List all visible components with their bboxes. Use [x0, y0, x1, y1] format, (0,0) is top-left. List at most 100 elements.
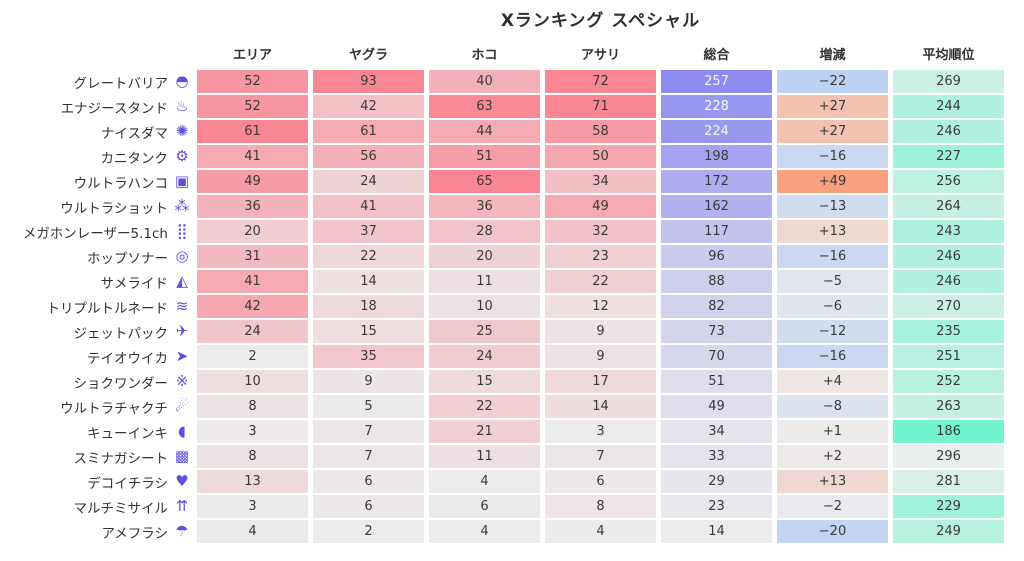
heat-cell: 93 — [313, 70, 424, 93]
heat-cell: −16 — [777, 145, 888, 168]
heat-cell: 15 — [429, 370, 540, 393]
weapon-name: ショクワンダー — [73, 375, 169, 392]
tenta-missiles-icon: ⇈ — [175, 497, 189, 515]
heat-cell: 61 — [197, 120, 308, 143]
heat-cell: 33 — [661, 445, 772, 468]
heat-cell: 72 — [545, 70, 656, 93]
heat-cell: +4 — [777, 370, 888, 393]
heat-cell: 10 — [197, 370, 308, 393]
heat-cell: 117 — [661, 220, 772, 243]
heat-cell: 24 — [197, 320, 308, 343]
heat-cell: −8 — [777, 395, 888, 418]
heat-cell: 296 — [893, 445, 1004, 468]
heat-cell: 246 — [893, 270, 1004, 293]
row-label: グレートバリア ◓ — [0, 70, 192, 93]
heat-cell: 243 — [893, 220, 1004, 243]
heat-cell: −16 — [777, 245, 888, 268]
weapon-name: デコイチラシ — [87, 475, 168, 492]
row-label: ナイスダマ ✺ — [0, 120, 192, 143]
heat-cell: +1 — [777, 420, 888, 443]
trizooka-icon: ⁂ — [174, 197, 190, 215]
heat-cell: 41 — [197, 145, 308, 168]
column-header-1: エリア — [232, 48, 272, 63]
heat-cell: 8 — [197, 445, 308, 468]
heat-cell: 22 — [545, 270, 656, 293]
heat-cell: 9 — [313, 370, 424, 393]
row-label: ジェットパック ✈ — [0, 320, 192, 343]
heat-cell: 3 — [197, 420, 308, 443]
heat-cell: 52 — [197, 70, 308, 93]
heat-cell: −2 — [777, 495, 888, 518]
weapon-name: キューインキ — [87, 425, 168, 442]
row-label: アメフラシ ☂ — [0, 520, 192, 543]
heat-cell: 49 — [545, 195, 656, 218]
heat-cell: 5 — [313, 395, 424, 418]
weapon-name: ウルトラショット — [60, 200, 168, 217]
heat-cell: 3 — [545, 420, 656, 443]
row-label: テイオウイカ ➤ — [0, 345, 192, 368]
heat-cell: 4 — [545, 520, 656, 543]
heat-cell: 229 — [893, 495, 1004, 518]
heat-cell: 13 — [197, 470, 308, 493]
heat-cell: 14 — [661, 520, 772, 543]
row-label: ホップソナー ◎ — [0, 245, 192, 268]
heat-cell: 44 — [429, 120, 540, 143]
heat-cell: 36 — [197, 195, 308, 218]
heat-cell: 49 — [661, 395, 772, 418]
heat-cell: 52 — [197, 95, 308, 118]
heat-cell: 41 — [313, 195, 424, 218]
row-label: マルチミサイル ⇈ — [0, 495, 192, 518]
weapon-name: スミナガシート — [73, 450, 169, 467]
row-label: エナジースタンド ♨ — [0, 95, 192, 118]
heat-cell: 246 — [893, 245, 1004, 268]
heat-cell: 256 — [893, 170, 1004, 193]
corner-spacer — [0, 44, 192, 68]
heat-cell: 36 — [429, 195, 540, 218]
heat-cell: −6 — [777, 295, 888, 318]
weapon-name: サメライド — [100, 275, 169, 292]
heat-cell: 24 — [429, 345, 540, 368]
triple-inkstrike-icon: ≋ — [175, 297, 189, 315]
column-header-5: 総合 — [703, 48, 730, 63]
heat-cell: 88 — [661, 270, 772, 293]
weapon-name: ホップソナー — [87, 250, 168, 267]
heat-cell: −22 — [777, 70, 888, 93]
ink-vac-icon: ◖ — [178, 422, 186, 440]
heat-cell: 264 — [893, 195, 1004, 218]
heat-cell: 263 — [893, 395, 1004, 418]
heat-cell: 22 — [313, 245, 424, 268]
row-label: メガホンレーザー5.1ch ⣿ — [0, 220, 192, 243]
row-label: ウルトラチャクチ ☄ — [0, 395, 192, 418]
row-label: ウルトラショット ⁂ — [0, 195, 192, 218]
heat-cell: 6 — [313, 495, 424, 518]
heat-cell: 61 — [313, 120, 424, 143]
heat-cell: 51 — [429, 145, 540, 168]
reefslider-icon: ◭ — [176, 272, 188, 290]
heat-cell: 10 — [429, 295, 540, 318]
heat-cell: 6 — [545, 470, 656, 493]
heat-cell: 11 — [429, 445, 540, 468]
column-header-7: 平均順位 — [922, 48, 975, 63]
heat-cell: 235 — [893, 320, 1004, 343]
heat-cell: 65 — [429, 170, 540, 193]
heat-cell: −13 — [777, 195, 888, 218]
weapon-name: アメフラシ — [101, 525, 168, 542]
row-label: ウルトラハンコ ▣ — [0, 170, 192, 193]
row-label: デコイチラシ ♥ — [0, 470, 192, 493]
heat-cell: −5 — [777, 270, 888, 293]
heat-cell: 17 — [545, 370, 656, 393]
heat-cell: 24 — [313, 170, 424, 193]
super-chump-icon: ♥ — [175, 472, 189, 490]
heat-cell: 18 — [313, 295, 424, 318]
column-header-3: ホコ — [471, 48, 498, 63]
weapon-name: ジェットパック — [73, 325, 169, 342]
splattercolor-screen-icon: ▩ — [174, 447, 190, 465]
heat-cell: +49 — [777, 170, 888, 193]
column-header-6: 増減 — [819, 48, 846, 63]
triple-splashdown-icon: ☄ — [175, 397, 189, 415]
heat-cell: −12 — [777, 320, 888, 343]
heat-cell: 186 — [893, 420, 1004, 443]
row-label: スミナガシート ▩ — [0, 445, 192, 468]
heat-cell: +27 — [777, 95, 888, 118]
kraken-icon: ➤ — [175, 347, 189, 365]
